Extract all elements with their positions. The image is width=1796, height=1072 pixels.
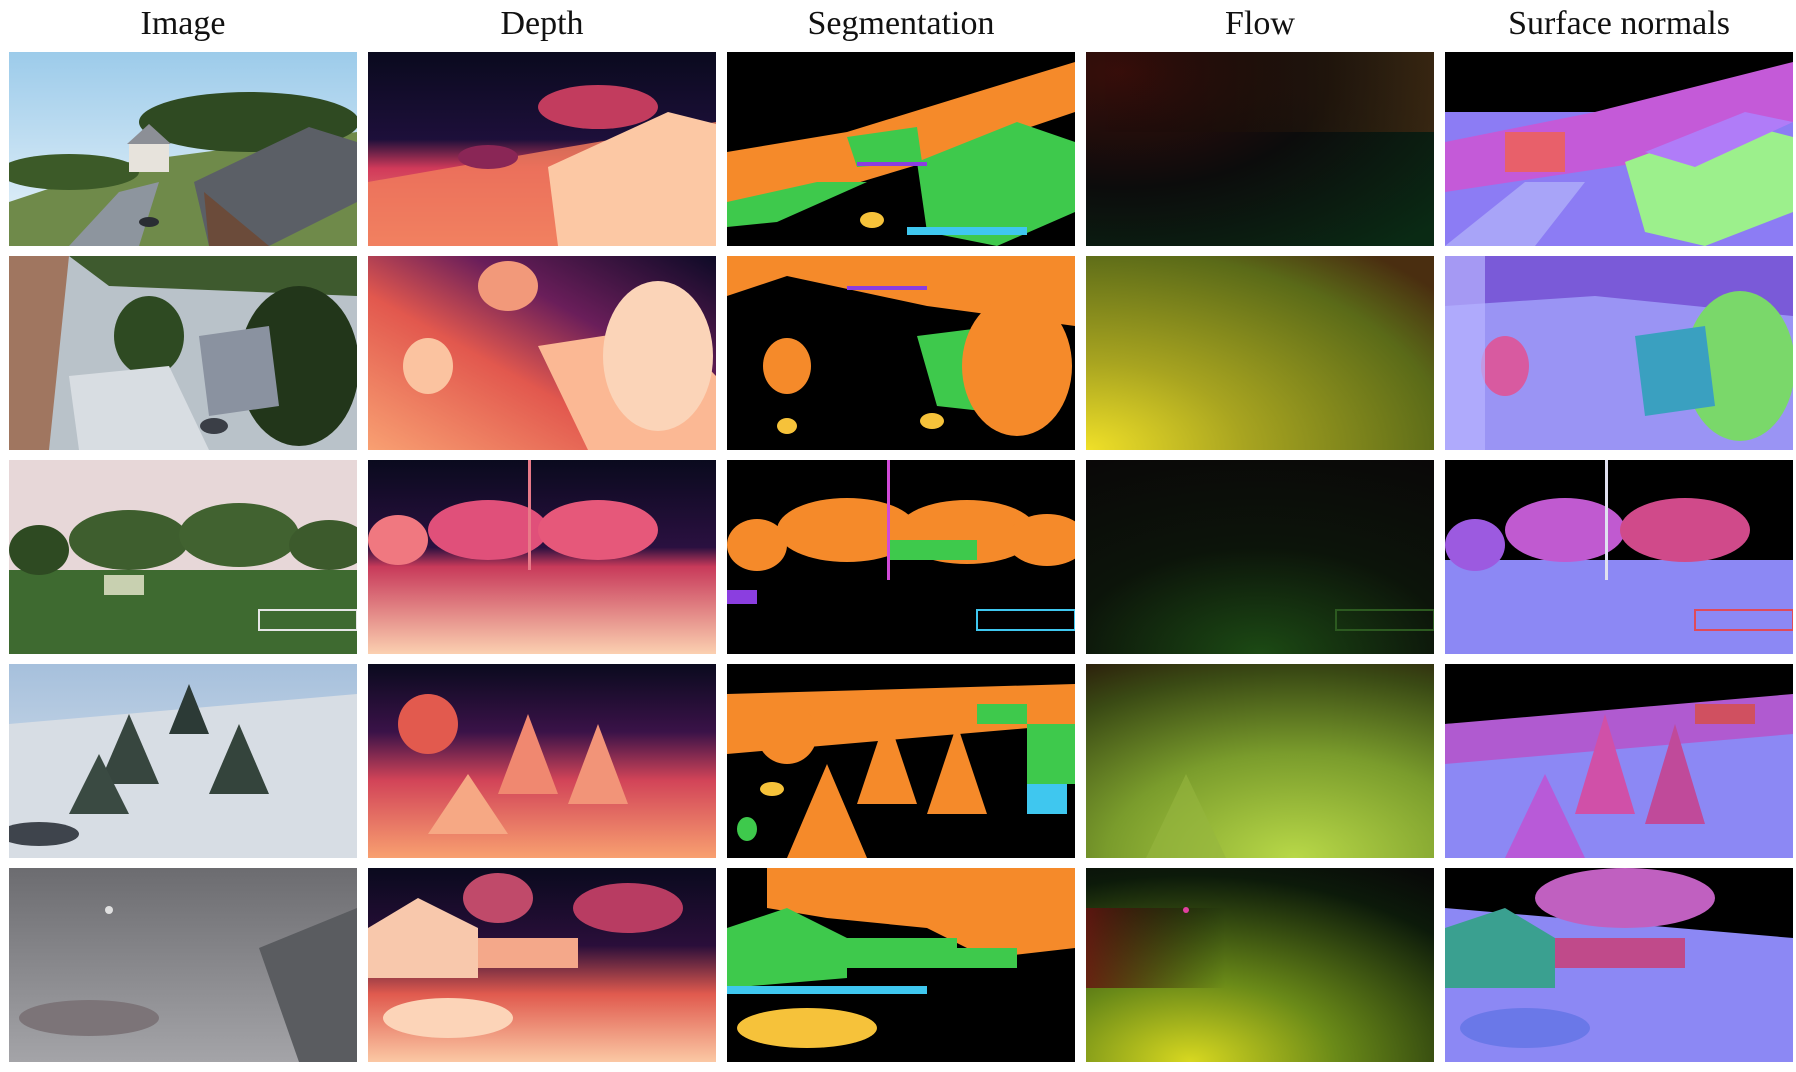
row1-surface-normals [1445,52,1793,246]
row4-flow [1086,664,1434,858]
header-flow: Flow [1225,5,1295,42]
header-segmentation: Segmentation [807,5,995,42]
row1-image [9,52,357,246]
row1-depth [368,52,716,246]
row3-image [9,460,357,654]
row4-depth [368,664,716,858]
row2-depth [368,256,716,450]
row1-flow [1086,52,1434,246]
row2-image [9,256,357,450]
header-image: Image [140,5,226,42]
row4-image [9,664,357,858]
row2-surface-normals [1445,256,1793,450]
row5-segmentation [727,868,1075,1062]
header-surface-normals: Surface normals [1508,5,1730,42]
row5-image [9,868,357,1062]
row5-surface-normals [1445,868,1793,1062]
row2-segmentation [727,256,1075,450]
row3-surface-normals [1445,460,1793,654]
row3-depth [368,460,716,654]
row5-flow [1086,868,1434,1062]
row1-segmentation [727,52,1075,246]
row4-surface-normals [1445,664,1793,858]
row3-flow [1086,460,1434,654]
row5-depth [368,868,716,1062]
row2-flow [1086,256,1434,450]
row4-segmentation [727,664,1075,858]
row3-segmentation [727,460,1075,654]
header-depth: Depth [500,5,584,42]
